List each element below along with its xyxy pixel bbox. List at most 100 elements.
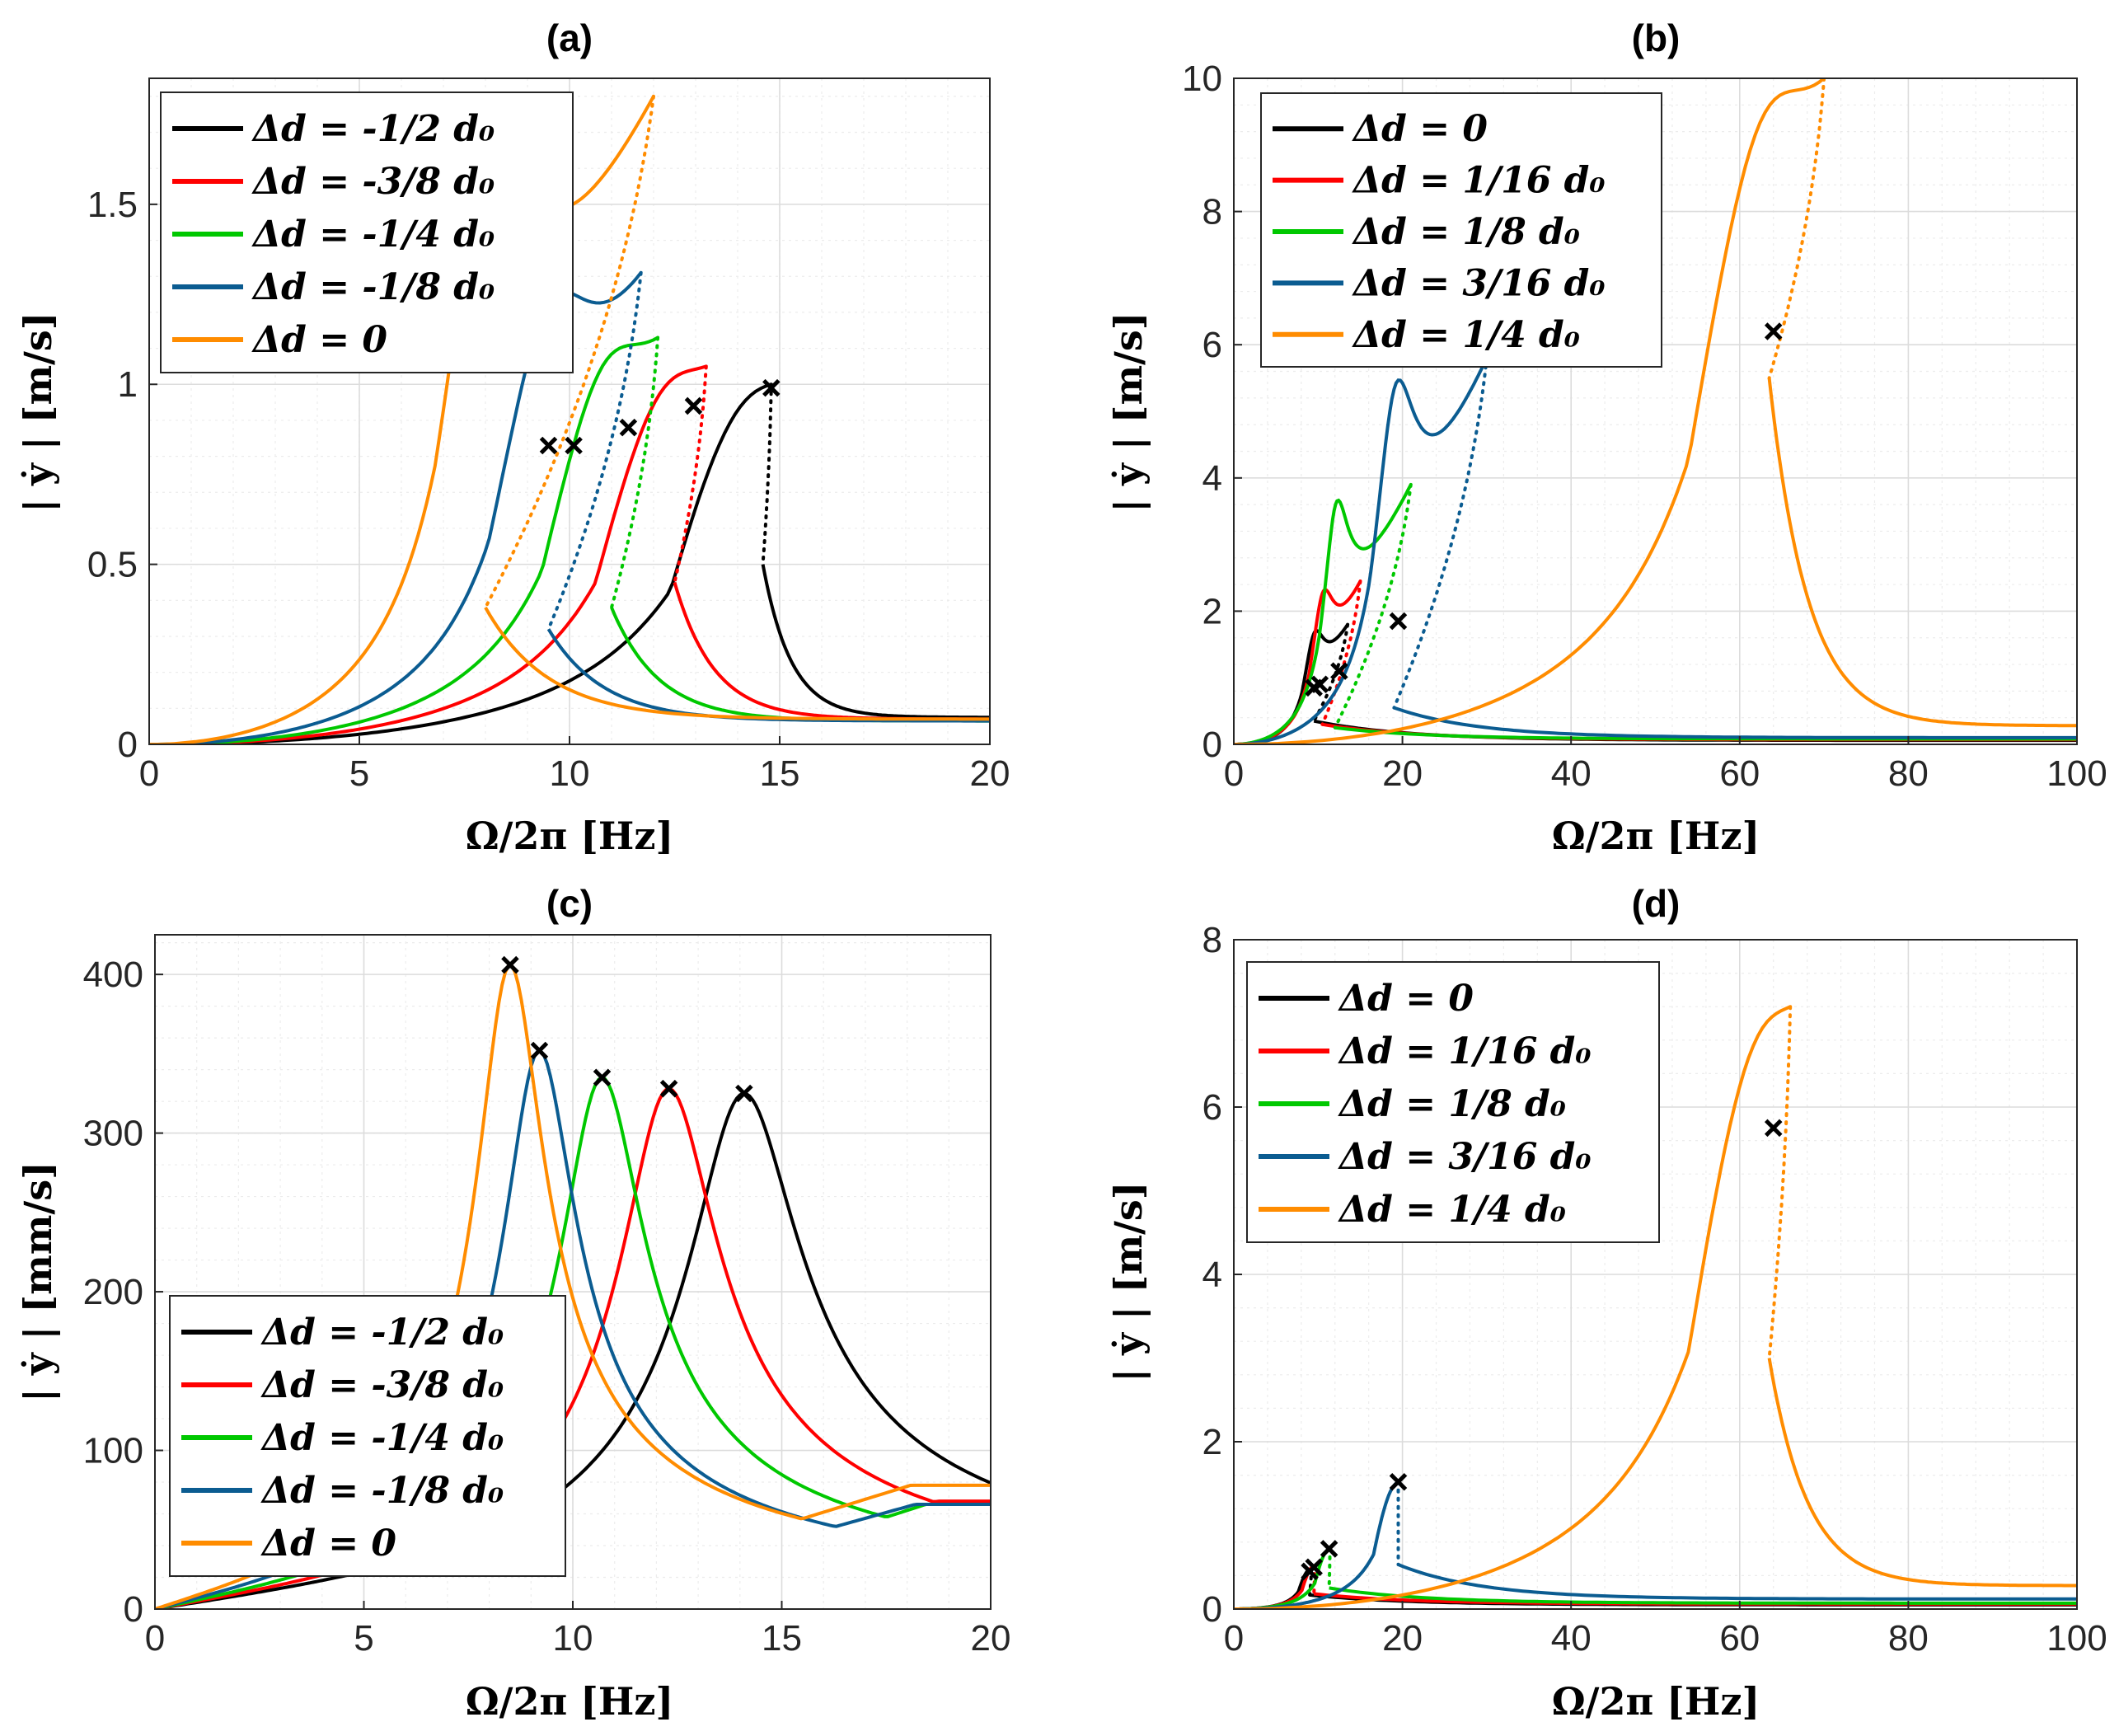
x-tick-label: 20 (970, 753, 1010, 794)
series-unstable-branch-3 (1392, 356, 1488, 710)
legend-entry: Δd = 0 (251, 319, 387, 361)
legend-entry: Δd = -1/8 d₀ (260, 1470, 504, 1512)
y-tick-label: 100 (83, 1431, 143, 1471)
series-lower-branch-4 (1767, 378, 2077, 728)
panel-a: (a) Ω/2π [Hz] | ẏ | [m/s] 0 5 10 15 20 0 0.5 1 1… (16, 16, 1010, 858)
x-tick-label: 20 (1382, 753, 1423, 794)
peak-marker (1764, 322, 1783, 340)
series-line-1 (155, 1086, 991, 1609)
series-unstable-branch-4 (1767, 1005, 1793, 1360)
legend-entry: Δd = -1/2 d₀ (260, 1311, 504, 1354)
x-tick-label: 60 (1719, 753, 1760, 794)
panel-b-title: (b) (1632, 16, 1681, 59)
panel-b: (b) Ω/2π [Hz] | ẏ | [m/s] 0 20 40 60 80 100 0 2… (1106, 16, 2107, 858)
series-lower-branch-2 (1329, 1586, 2077, 1605)
panel-b-legend: Δd = 0 Δd = 1/16 d₀ Δd = 1/8 d₀ Δd = 3/16 d… (1260, 92, 1662, 368)
peak-marker (659, 1079, 678, 1098)
panel-c: (c) Ω/2π [Hz] | ẏ | [mm/s] 0 5 10 15 2001002… (16, 882, 1010, 1724)
panel-d-ylabel: | ẏ | [m/s] (1106, 1181, 1151, 1382)
curve-clip-group (1234, 78, 2077, 744)
peak-marker (1330, 662, 1348, 680)
panel-a-title: (a) (546, 16, 593, 59)
panel-a-ylabel: | ẏ | [m/s] (16, 312, 60, 512)
panel-c-legend: Δd = -1/2 d₀ Δd = -3/8 d₀ Δd = -1/4 d₀ Δd =… (169, 1295, 566, 1577)
y-tick-label: 4 (1202, 458, 1222, 499)
peak-marker (530, 1041, 549, 1060)
x-tick-label: 15 (760, 753, 800, 794)
x-tick-label: 5 (354, 1618, 373, 1659)
panel-b-axes-box (1233, 77, 2078, 745)
peak-marker (1310, 675, 1329, 694)
panel-c-markers (501, 955, 753, 1103)
series-lower-branch-3 (1393, 706, 2077, 739)
legend-entry: Δd = 1/16 d₀ (1338, 1030, 1592, 1072)
x-tick-label: 80 (1888, 1618, 1929, 1659)
y-tick-label: 6 (1202, 325, 1222, 365)
panel-d-ticks: 0 20 40 60 80 100 0 2 4 6 8 (1202, 920, 2107, 1659)
legend-entry: Δd = 1/8 d₀ (1352, 211, 1580, 253)
peak-marker (1305, 1558, 1323, 1577)
panel-d-legend: Δd = 0 Δd = 1/16 d₀ Δd = 1/8 d₀ Δd = 3/16 d… (1246, 961, 1660, 1243)
x-tick-label: 100 (2046, 753, 2107, 794)
panel-b-curves (1234, 78, 2077, 744)
y-tick-label: 2 (1202, 1422, 1222, 1462)
panel-a-grid (148, 78, 991, 745)
panel-c-xlabel: Ω/2π [Hz] (466, 1679, 674, 1724)
peak-marker (501, 955, 519, 974)
panel-d-title: (d) (1632, 882, 1681, 925)
y-tick-label: 1 (118, 364, 138, 405)
x-tick-label: 0 (139, 753, 159, 794)
legend-entry: Δd = -3/8 d₀ (260, 1364, 504, 1406)
legend-entry: Δd = -1/4 d₀ (251, 213, 495, 256)
peak-marker (735, 1084, 753, 1103)
x-tick-label: 0 (145, 1618, 165, 1659)
peak-marker (1764, 1119, 1783, 1138)
x-tick-label: 10 (553, 1618, 593, 1659)
x-tick-label: 20 (1382, 1618, 1423, 1659)
y-tick-label: 300 (83, 1114, 143, 1154)
peak-marker (1389, 1472, 1408, 1491)
y-tick-label: 4 (1202, 1255, 1222, 1295)
y-tick-label: 8 (1202, 192, 1222, 232)
peak-marker (1389, 612, 1408, 631)
legend-entry: Δd = -3/8 d₀ (251, 161, 495, 203)
legend-entry: Δd = 0 (260, 1523, 396, 1565)
x-tick-label: 0 (1224, 1618, 1244, 1659)
series-lower-branch-4 (1767, 1358, 2077, 1588)
x-tick-label: 80 (1888, 753, 1929, 794)
y-tick-label: 0 (1202, 1589, 1222, 1630)
legend-entry: Δd = 1/16 d₀ (1352, 160, 1606, 202)
y-tick-label: 10 (1182, 59, 1222, 99)
series-lower-branch-3 (1397, 1563, 2077, 1601)
y-tick-label: 0 (1202, 725, 1222, 765)
legend-entry: Δd = 1/4 d₀ (1338, 1189, 1566, 1231)
panel-b-markers (1305, 322, 1783, 697)
x-tick-label: 60 (1719, 1618, 1760, 1659)
series-upper-branch-3 (1234, 357, 1488, 744)
x-tick-label: 10 (550, 753, 590, 794)
peak-marker (684, 396, 703, 415)
y-tick-label: 0 (124, 1589, 143, 1630)
panel-d-xlabel: Ω/2π [Hz] (1552, 1679, 1760, 1724)
panel-c-title: (c) (546, 882, 593, 925)
panel-d: (d) Ω/2π [Hz] | ẏ | [m/s] 0 20 40 60 80 100 0 2… (1106, 882, 2107, 1724)
series-upper-branch-4 (1234, 78, 1826, 744)
series-unstable-branch-4 (1767, 78, 1826, 380)
panel-b-ylabel: | ẏ | [m/s] (1106, 312, 1151, 512)
series-lower-branch-0 (761, 564, 990, 720)
series-lower-branch-4 (484, 606, 990, 721)
panel-a-legend: Δd = -1/2 d₀ Δd = -3/8 d₀ Δd = -1/4 d₀ Δd =… (160, 91, 574, 373)
series-unstable-branch-2 (1333, 482, 1413, 730)
panel-a-ticks: 0 5 10 15 20 0 0.5 1 1.5 (87, 185, 1010, 794)
peak-marker (619, 418, 638, 437)
y-tick-label: 400 (83, 955, 143, 995)
series-unstable-branch-1 (1320, 579, 1362, 726)
y-tick-label: 0.5 (87, 545, 138, 585)
panel-a-xlabel: Ω/2π [Hz] (466, 814, 674, 858)
legend-entry: Δd = 3/16 d₀ (1338, 1136, 1592, 1178)
series-unstable-branch-0 (761, 382, 773, 566)
legend-entry: Δd = -1/2 d₀ (251, 108, 495, 150)
legend-entry: Δd = 0 (1352, 108, 1488, 150)
peak-marker (593, 1068, 612, 1086)
